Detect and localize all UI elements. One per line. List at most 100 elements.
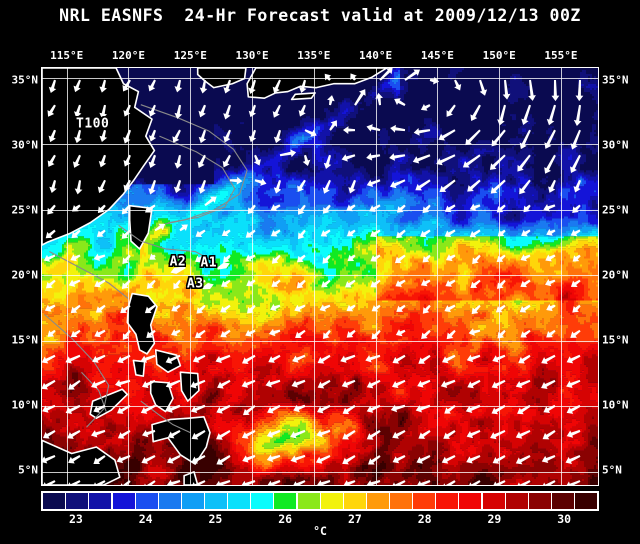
current-arrow — [366, 124, 381, 132]
lat-tick-right-15: 15°N — [602, 333, 629, 347]
colorbar-segment-23 — [575, 493, 597, 509]
current-arrow — [467, 379, 481, 389]
colorbar-segment-9 — [251, 493, 274, 509]
map-plot-area[interactable]: T100 A2 A1 A3 — [41, 67, 599, 486]
current-arrow — [267, 479, 281, 485]
current-arrow — [220, 329, 231, 338]
map-label-a2: A2 — [169, 254, 187, 270]
current-arrow — [322, 179, 331, 194]
current-arrow — [96, 229, 106, 237]
current-arrow — [348, 179, 356, 194]
current-arrow — [396, 229, 406, 239]
current-arrow — [469, 229, 481, 238]
current-arrow — [302, 154, 311, 167]
current-arrow — [416, 455, 431, 464]
current-arrow — [470, 104, 481, 122]
current-arrow — [198, 179, 206, 194]
lon-tick-130: 130°E — [235, 49, 269, 62]
current-arrow — [390, 179, 406, 189]
colorbar[interactable] — [41, 491, 599, 511]
current-arrow — [570, 154, 581, 173]
bathy-line-2 — [118, 224, 216, 263]
current-arrow — [70, 254, 81, 262]
current-arrow — [220, 304, 231, 313]
colorbar-segment-16 — [413, 493, 436, 509]
landmass-9 — [149, 380, 174, 413]
current-arrow — [546, 304, 556, 312]
current-arrow — [465, 129, 481, 146]
current-arrow — [392, 354, 406, 364]
current-vectors — [42, 68, 584, 485]
current-arrow — [415, 179, 431, 191]
current-arrow — [354, 89, 366, 106]
current-arrow — [316, 429, 331, 438]
current-arrow — [490, 429, 506, 440]
current-arrow — [466, 429, 481, 439]
current-arrow — [290, 454, 306, 463]
current-arrow — [146, 279, 156, 289]
current-arrow — [570, 229, 581, 237]
current-arrow — [223, 79, 231, 94]
lat-tick-left-15: 15°N — [11, 333, 39, 347]
current-arrow — [491, 129, 506, 147]
current-arrow — [517, 480, 531, 485]
colorbar-segment-17 — [436, 493, 459, 509]
bathy-line-3 — [49, 251, 129, 300]
current-arrow — [204, 196, 217, 207]
current-arrow — [173, 179, 182, 194]
current-arrow — [293, 480, 306, 485]
current-arrow — [142, 379, 156, 389]
current-arrow — [341, 379, 356, 388]
current-arrow — [323, 154, 332, 170]
current-arrow — [565, 455, 581, 464]
current-arrow — [392, 455, 406, 464]
current-arrow — [442, 354, 456, 364]
current-arrow — [347, 254, 356, 262]
colorbar-tick-25: 25 — [208, 512, 223, 526]
annotation-leaders — [170, 262, 230, 290]
current-arrow — [418, 429, 431, 439]
current-arrow — [47, 104, 56, 117]
current-arrow — [245, 229, 256, 238]
current-arrow — [545, 279, 556, 287]
current-arrow — [271, 279, 281, 287]
current-arrow — [254, 178, 267, 186]
current-arrow — [217, 379, 231, 389]
current-arrow — [445, 279, 456, 287]
current-arrow — [47, 154, 56, 167]
colorbar-segment-18 — [459, 493, 482, 509]
current-arrow — [74, 129, 82, 144]
current-arrow — [446, 104, 456, 117]
current-arrow — [502, 79, 511, 100]
current-arrow — [489, 154, 506, 170]
current-arrow — [492, 455, 506, 464]
current-arrow — [273, 129, 282, 144]
current-arrow — [42, 455, 56, 464]
current-arrow — [268, 328, 281, 337]
current-arrow — [343, 126, 355, 134]
landmass-3 — [290, 92, 316, 101]
current-arrow — [543, 204, 556, 212]
current-arrow — [198, 129, 207, 144]
current-arrow — [542, 429, 556, 440]
current-arrow — [396, 304, 406, 312]
colorbar-segment-13 — [343, 493, 366, 509]
current-arrow — [99, 79, 107, 93]
current-arrow — [394, 98, 406, 106]
current-arrow — [141, 455, 156, 464]
current-arrow — [167, 455, 181, 464]
bathy-line-1 — [159, 135, 236, 224]
colorbar-segment-11 — [297, 493, 320, 509]
current-arrow — [370, 279, 381, 288]
current-arrow — [74, 180, 83, 195]
current-arrow — [479, 79, 488, 96]
current-arrow — [70, 304, 81, 314]
current-arrow — [68, 480, 81, 485]
current-arrow — [42, 354, 56, 364]
current-arrow — [45, 279, 56, 289]
current-arrow — [47, 204, 56, 215]
current-arrow — [342, 455, 356, 465]
landmass-10 — [179, 371, 200, 402]
lat-tick-right-25: 25°N — [602, 203, 629, 217]
